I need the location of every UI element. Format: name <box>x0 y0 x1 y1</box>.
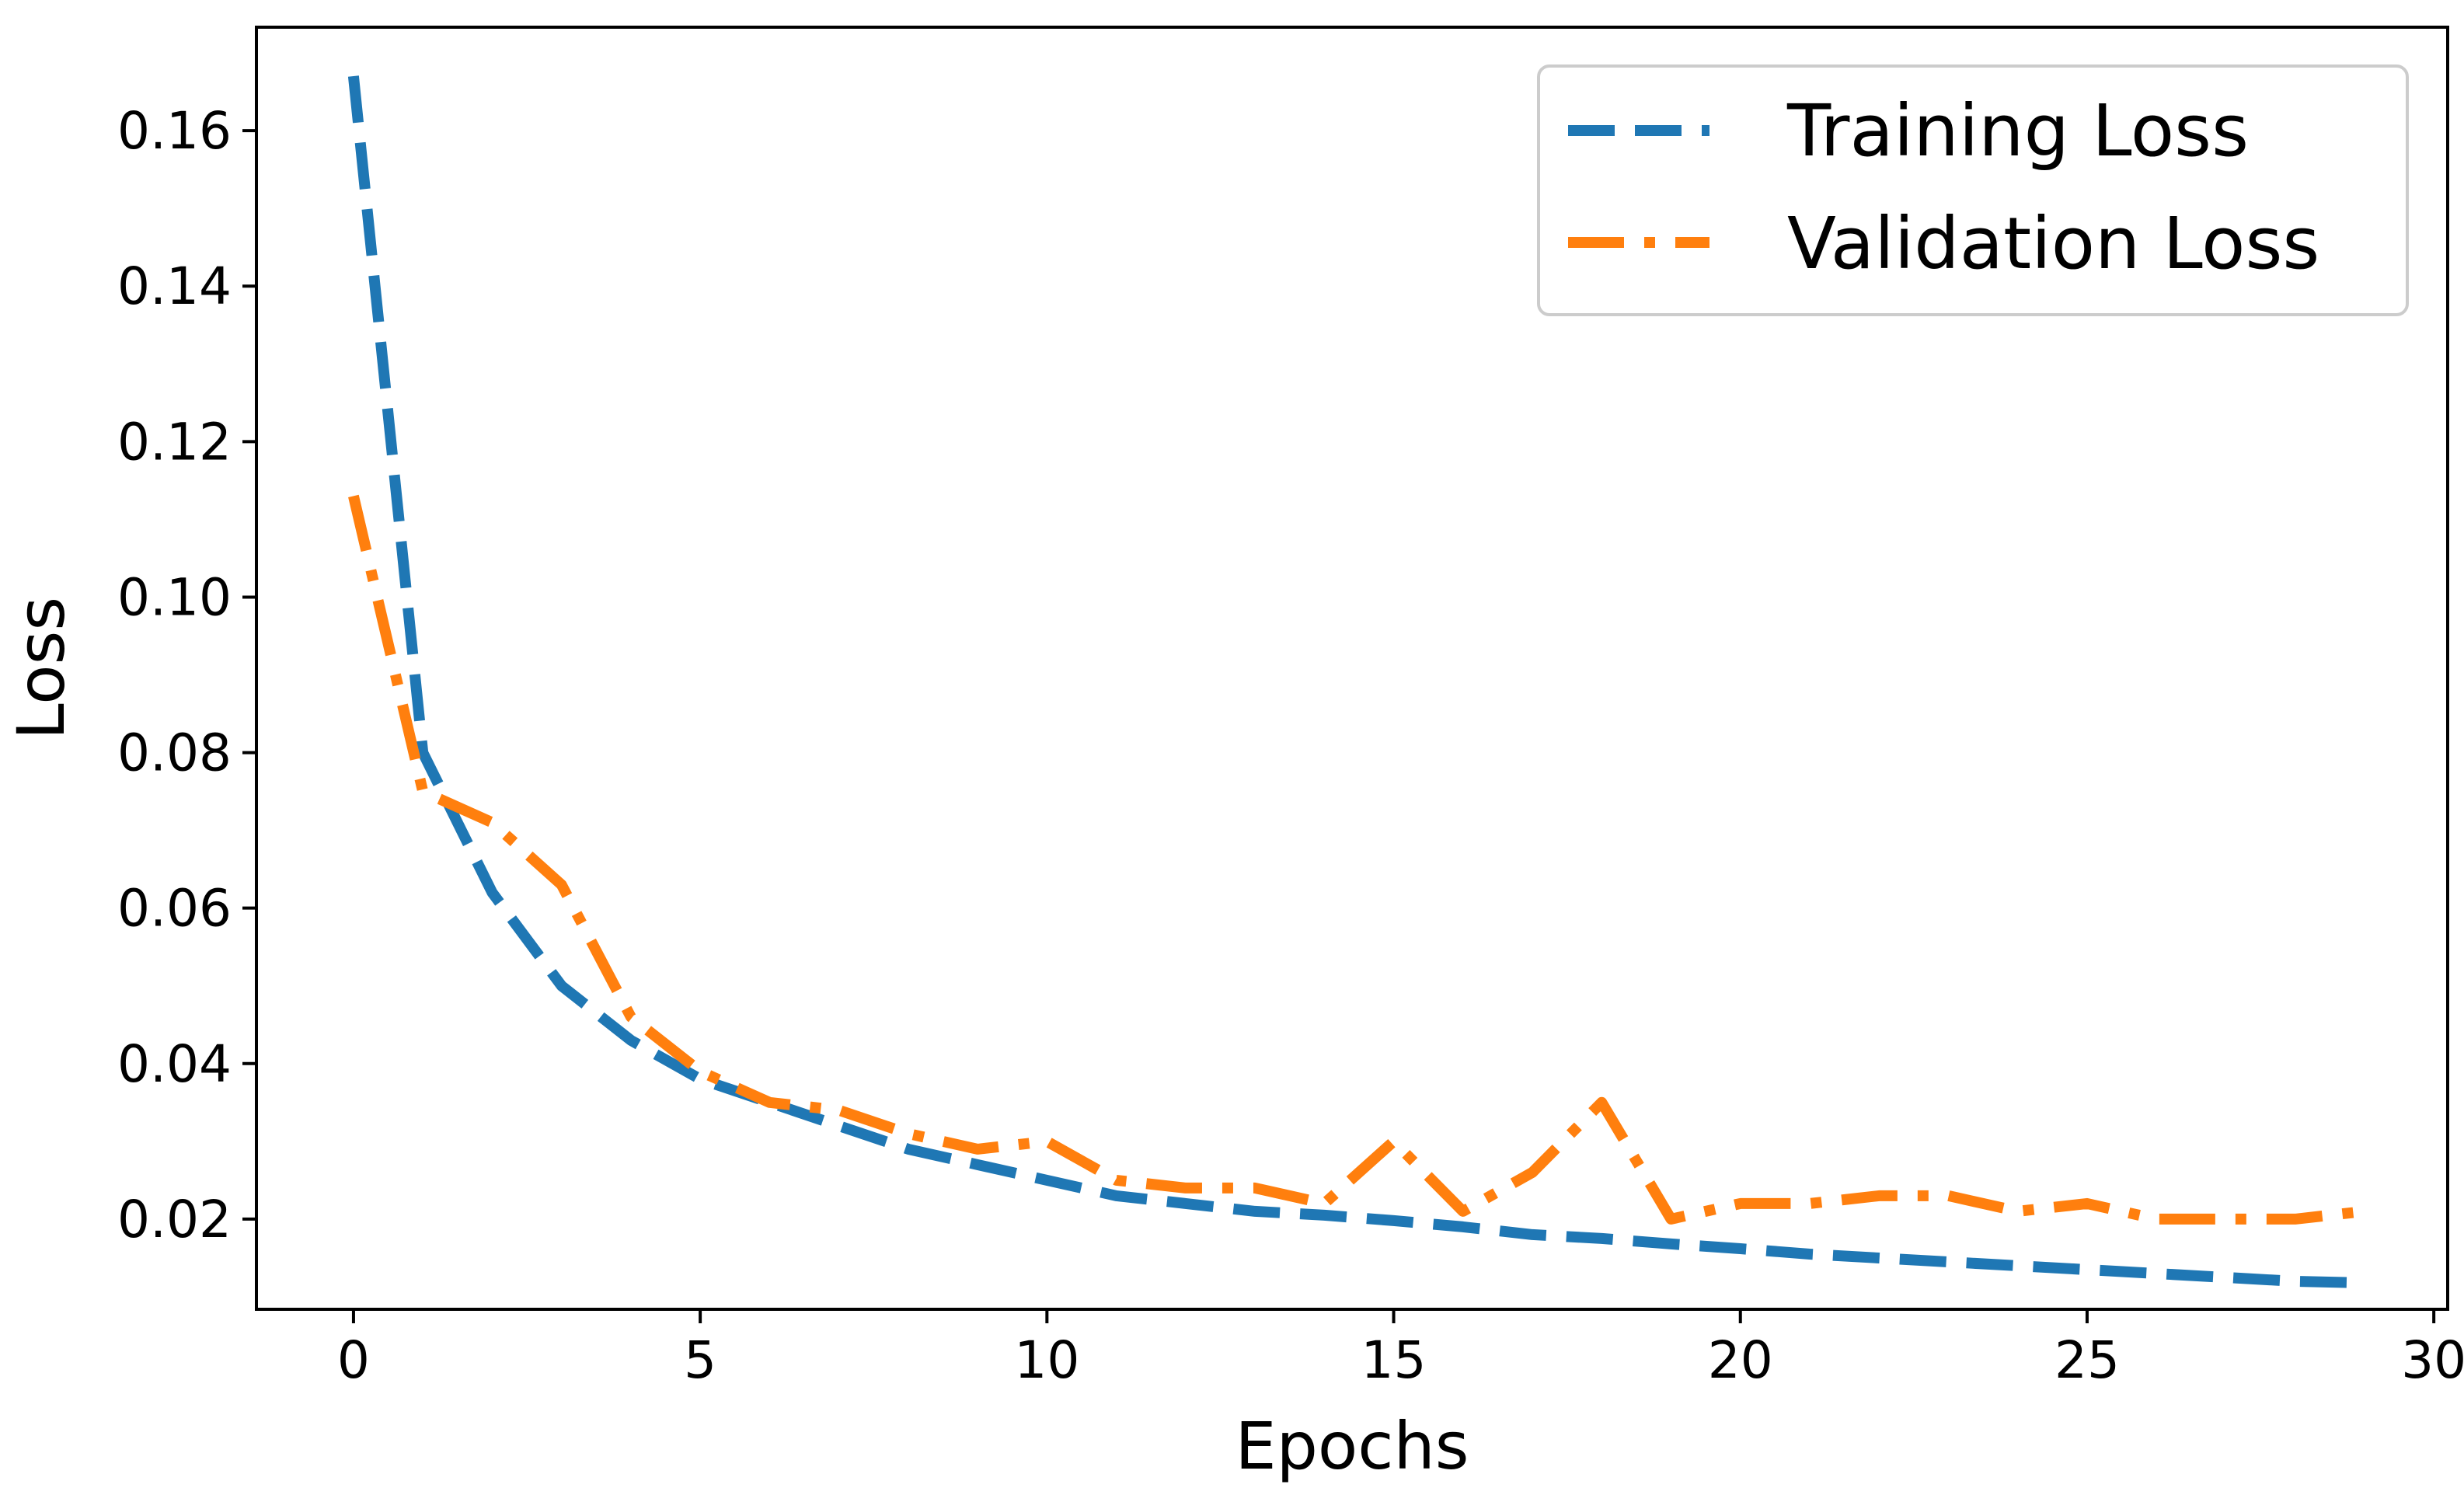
plot-area <box>255 26 2449 1311</box>
x-tick-label: 0 <box>337 1330 370 1390</box>
y-tick-label: 0.06 <box>117 879 232 939</box>
y-axis-label: Loss <box>3 597 79 740</box>
x-tick-label: 5 <box>684 1330 716 1390</box>
y-tick-label: 0.08 <box>117 723 232 783</box>
x-tick-label: 10 <box>1014 1330 1079 1390</box>
y-tick-label: 0.12 <box>117 412 232 472</box>
y-tick-label: 0.14 <box>117 256 232 316</box>
legend-label-validation-loss: Validation Loss <box>1787 202 2319 285</box>
series-line-training-loss <box>347 75 2365 1288</box>
plot-frame <box>255 26 2449 1311</box>
y-tick-label: 0.04 <box>117 1034 232 1094</box>
y-tick-label: 0.10 <box>117 567 232 627</box>
y-tick-label: 0.02 <box>117 1190 232 1249</box>
x-tick-label: 30 <box>2401 1330 2464 1390</box>
y-tick-label: 0.16 <box>117 101 232 161</box>
x-tick-label: 20 <box>1708 1330 1773 1390</box>
legend: Training Loss Validation Loss <box>1537 64 2409 316</box>
legend-label-training-loss: Training Loss <box>1786 89 2249 172</box>
x-axis: 0 5 10 15 20 25 30 <box>337 1309 2464 1390</box>
series-line-validation-loss <box>348 494 2365 1225</box>
x-tick-label: 25 <box>2054 1330 2120 1390</box>
y-axis: 0.02 0.04 0.06 0.08 0.10 0.12 0.14 0.16 <box>117 101 256 1249</box>
x-axis-label: Epochs <box>1235 1408 1469 1484</box>
legend-box <box>1537 64 2409 316</box>
x-tick-label: 15 <box>1361 1330 1427 1390</box>
series-layer <box>347 75 2365 1288</box>
